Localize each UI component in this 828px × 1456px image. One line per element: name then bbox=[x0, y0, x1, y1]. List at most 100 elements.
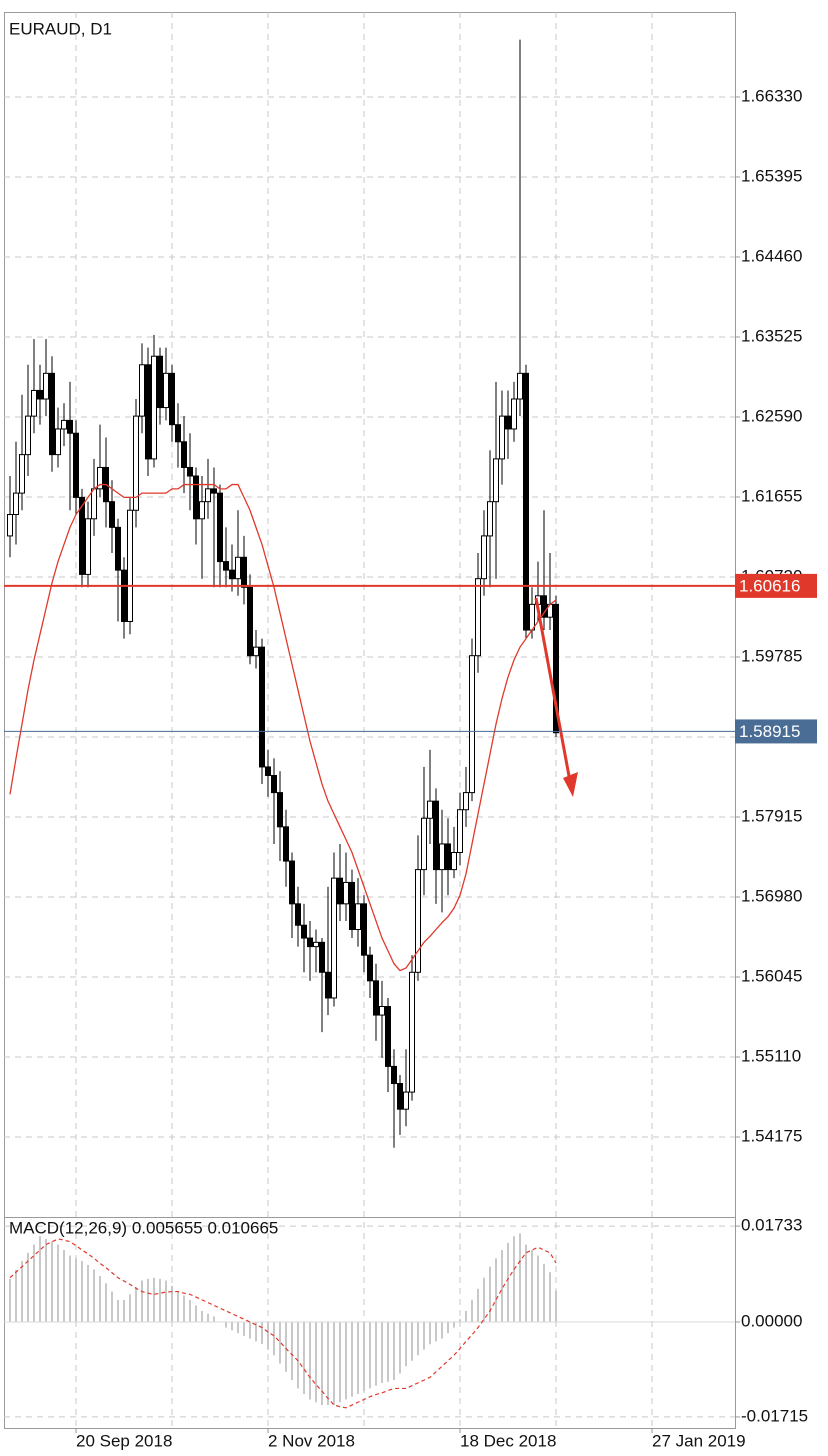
macd-bar bbox=[33, 1244, 35, 1323]
arrow-head bbox=[563, 772, 578, 797]
macd-bar bbox=[399, 1322, 401, 1374]
candle-body bbox=[169, 372, 175, 426]
macd-bar bbox=[495, 1258, 497, 1323]
macd-bar bbox=[63, 1250, 65, 1323]
candle-body bbox=[301, 924, 307, 939]
y-tick-label: 1.57915 bbox=[741, 806, 802, 825]
macd-bar bbox=[489, 1266, 491, 1323]
macd-bar bbox=[345, 1322, 347, 1400]
candle-body bbox=[373, 980, 379, 1016]
grid bbox=[4, 12, 735, 1428]
y-tick-label: 1.55110 bbox=[741, 1046, 801, 1065]
candle-body bbox=[457, 809, 463, 853]
candle-body bbox=[229, 569, 235, 580]
candle-body bbox=[451, 851, 457, 871]
macd-bar bbox=[321, 1322, 323, 1406]
macd-bar bbox=[189, 1299, 191, 1323]
candle-body bbox=[523, 372, 529, 631]
plot bbox=[4, 39, 735, 1409]
y-tick-label: 1.62590 bbox=[741, 406, 802, 425]
main-panel-frame bbox=[4, 12, 736, 1218]
macd-bar bbox=[465, 1310, 467, 1323]
macd-bar bbox=[171, 1286, 173, 1323]
price-tag bbox=[735, 573, 817, 598]
candle-body bbox=[85, 518, 91, 575]
candle-body bbox=[343, 881, 349, 905]
candle-body bbox=[127, 509, 133, 622]
candle-body bbox=[67, 419, 73, 434]
macd-bar bbox=[105, 1283, 107, 1323]
candle-body bbox=[409, 971, 415, 1093]
candle-body bbox=[445, 843, 451, 871]
candle-body bbox=[235, 556, 241, 580]
candle-body bbox=[421, 817, 427, 871]
macd-bar bbox=[387, 1322, 389, 1382]
candle-body bbox=[433, 800, 439, 871]
macd-bar bbox=[333, 1322, 335, 1406]
macd-bar bbox=[513, 1236, 515, 1323]
macd-bar bbox=[519, 1233, 521, 1323]
candle-body bbox=[553, 603, 559, 734]
y-tick-label: 1.59785 bbox=[741, 646, 802, 665]
macd-bar bbox=[249, 1322, 251, 1339]
candle-body bbox=[487, 501, 493, 537]
macd-bar bbox=[99, 1276, 101, 1323]
macd-bar bbox=[213, 1316, 215, 1323]
y-tick-label: 1.56980 bbox=[741, 886, 802, 905]
candle-body bbox=[271, 774, 277, 794]
macd-bar bbox=[441, 1322, 443, 1339]
macd-tick-label: -0.01715 bbox=[741, 1406, 808, 1425]
candle-body bbox=[217, 492, 223, 563]
macd-tick-label: 0.01733 bbox=[741, 1216, 802, 1235]
macd-bar bbox=[117, 1299, 119, 1323]
candle-body bbox=[31, 389, 37, 417]
candle-body bbox=[43, 372, 49, 400]
candle-body bbox=[193, 475, 199, 520]
candle-body bbox=[505, 415, 511, 430]
candle-body bbox=[181, 441, 187, 468]
candle-body bbox=[121, 569, 127, 622]
candle-body bbox=[325, 971, 331, 999]
candle-body bbox=[187, 466, 193, 477]
macd-bar bbox=[177, 1291, 179, 1323]
candle-body bbox=[367, 954, 373, 982]
macd-bar bbox=[27, 1252, 29, 1323]
macd-bar bbox=[237, 1322, 239, 1334]
macd-bar bbox=[21, 1261, 23, 1323]
candle-body bbox=[61, 419, 67, 430]
candle-body bbox=[517, 372, 523, 400]
candle-body bbox=[475, 578, 481, 657]
macd-bar bbox=[135, 1287, 137, 1323]
candle-body bbox=[355, 903, 361, 931]
macd-bar bbox=[183, 1295, 185, 1323]
macd-bar bbox=[375, 1322, 377, 1386]
candle-body bbox=[349, 881, 355, 931]
candle-body bbox=[397, 1083, 403, 1110]
chart-title: EURAUD, D1 bbox=[9, 19, 112, 38]
macd-bar bbox=[471, 1299, 473, 1323]
macd-bar bbox=[435, 1322, 437, 1342]
candle-body bbox=[223, 561, 229, 571]
candle-body bbox=[109, 501, 115, 528]
macd-bar bbox=[291, 1322, 293, 1381]
macd-bar bbox=[417, 1322, 419, 1356]
macd-bar bbox=[525, 1244, 527, 1323]
y-tick-label: 1.66330 bbox=[741, 86, 802, 105]
macd-bar bbox=[57, 1244, 59, 1323]
candle-body bbox=[73, 432, 79, 498]
price-tag bbox=[735, 719, 817, 744]
macd-bar bbox=[393, 1322, 395, 1381]
candle-body bbox=[463, 792, 469, 811]
candle-body bbox=[337, 877, 343, 905]
macd-bar bbox=[39, 1236, 41, 1323]
y-tick-label: 1.64460 bbox=[741, 246, 802, 265]
indicator-title: MACD(12,26,9) 0.005655 0.010665 bbox=[9, 1218, 278, 1237]
macd-bar bbox=[453, 1322, 455, 1328]
candle-body bbox=[55, 428, 61, 456]
macd-bar bbox=[147, 1278, 149, 1323]
macd-bar bbox=[543, 1263, 545, 1323]
candle-body bbox=[415, 869, 421, 973]
candle-body bbox=[37, 389, 43, 400]
candle-body bbox=[481, 535, 487, 580]
candle-body bbox=[319, 941, 325, 973]
